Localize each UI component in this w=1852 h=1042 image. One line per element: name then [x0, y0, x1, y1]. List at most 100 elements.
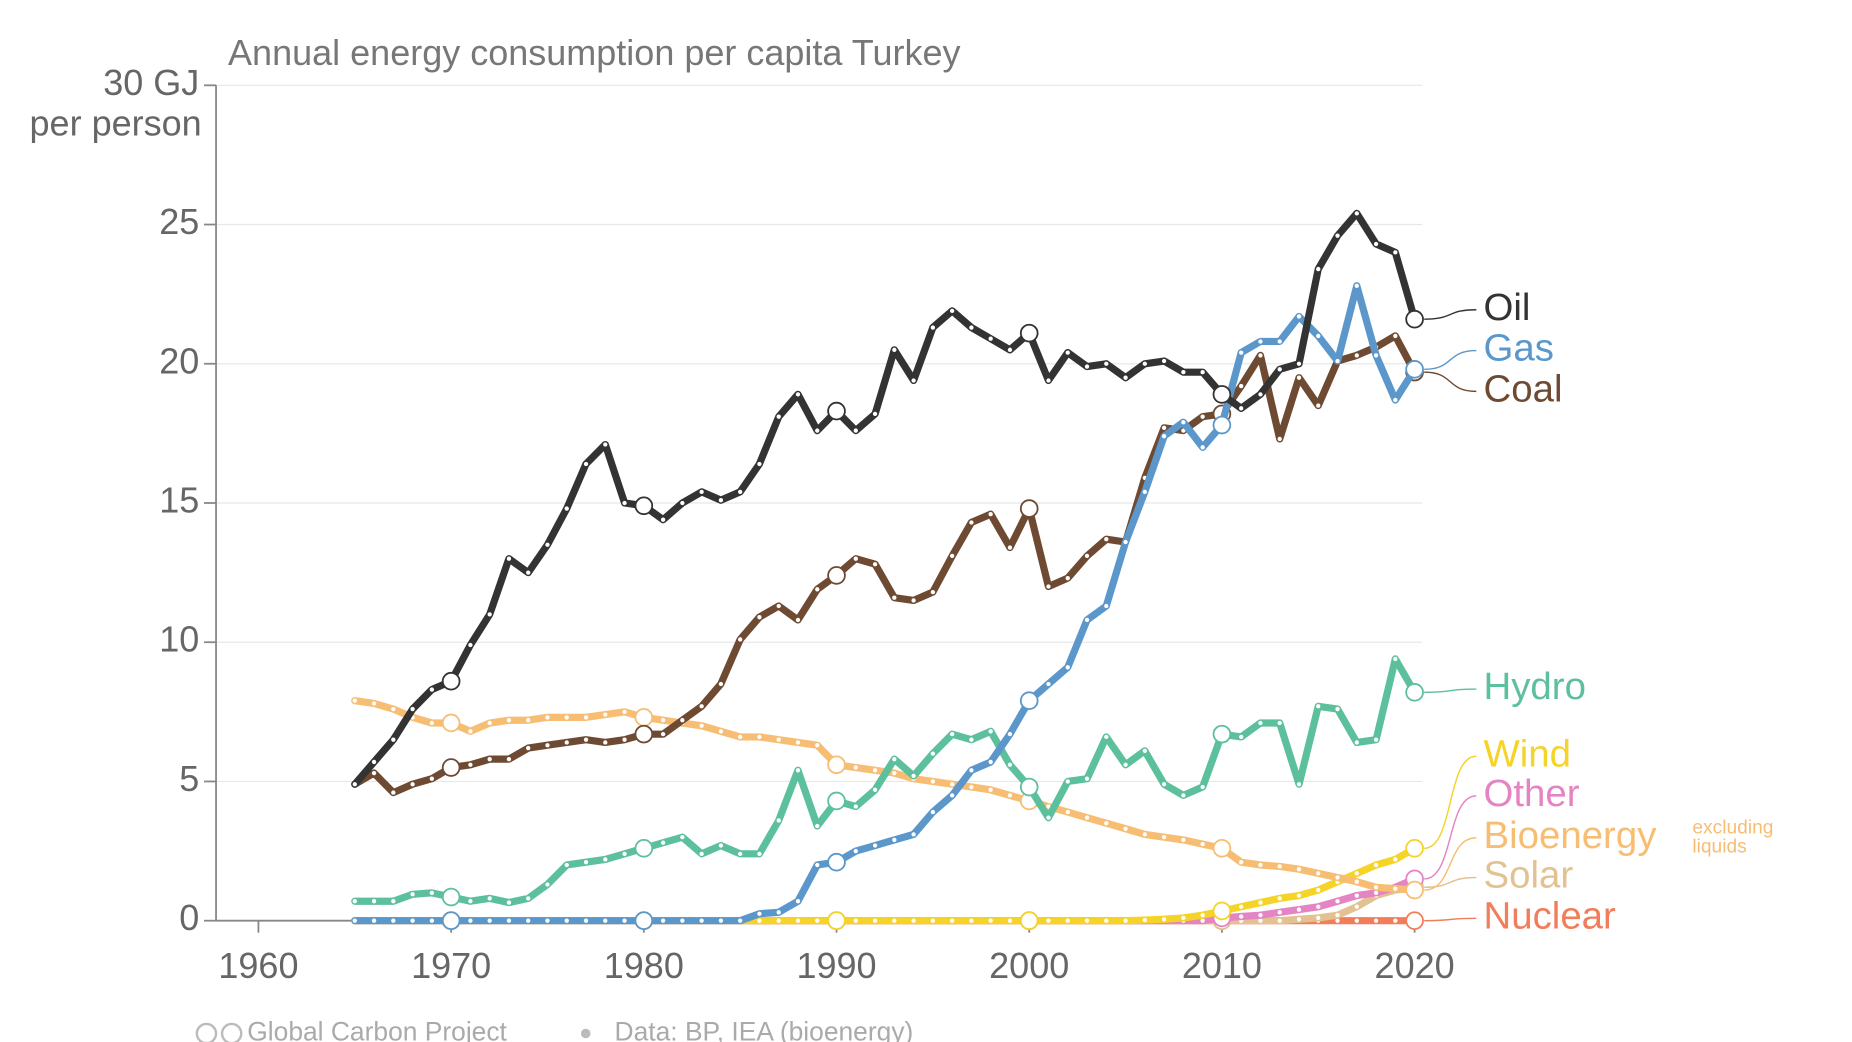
data-point — [1181, 420, 1186, 425]
data-point — [815, 743, 820, 748]
data-point — [930, 918, 936, 923]
data-point — [1335, 358, 1340, 364]
data-point — [680, 834, 685, 840]
data-point — [1277, 896, 1282, 901]
data-point — [1007, 545, 1013, 550]
data-point — [603, 712, 608, 717]
data-point — [699, 704, 704, 709]
data-point — [1277, 910, 1282, 915]
data-point — [487, 896, 492, 901]
data-point — [1277, 720, 1282, 726]
data-point — [930, 589, 936, 595]
series-label: Bioenergy — [1484, 814, 1658, 857]
data-point — [1104, 734, 1109, 740]
data-point — [1316, 333, 1321, 339]
data-point — [564, 740, 569, 745]
data-point — [1161, 358, 1167, 364]
data-point — [545, 743, 550, 748]
data-point — [1161, 782, 1167, 787]
data-point — [1181, 837, 1186, 843]
data-point — [872, 768, 878, 773]
data-point — [969, 768, 974, 773]
data-point — [1019, 777, 1039, 797]
data-point — [1316, 871, 1321, 876]
data-point — [410, 782, 415, 787]
series-line — [351, 844, 1419, 925]
data-point — [1212, 385, 1232, 404]
data-point — [1084, 553, 1090, 559]
data-point — [757, 911, 762, 916]
data-point — [1212, 901, 1232, 921]
x-tick-label: 1980 — [604, 945, 684, 986]
data-point — [371, 701, 377, 706]
data-point — [1181, 369, 1186, 375]
data-point — [622, 737, 627, 742]
data-point — [1200, 918, 1205, 923]
data-point — [892, 757, 897, 762]
data-point — [1084, 364, 1090, 369]
data-point — [1296, 917, 1302, 922]
data-point — [1046, 804, 1051, 809]
data-point — [634, 724, 654, 744]
data-point — [564, 715, 569, 720]
data-point — [1296, 361, 1302, 366]
series-line — [351, 209, 1419, 788]
data-point — [892, 918, 897, 923]
data-point — [853, 804, 858, 809]
data-point — [526, 745, 531, 751]
data-point — [1393, 857, 1398, 862]
data-point — [1373, 890, 1379, 896]
by-icon — [220, 1022, 243, 1042]
data-point — [526, 896, 531, 901]
data-point — [1123, 375, 1128, 380]
data-point — [1046, 584, 1051, 589]
data-point — [1258, 392, 1263, 397]
data-point — [930, 325, 936, 330]
data-point — [634, 708, 654, 727]
data-point — [911, 598, 916, 603]
data-point — [1335, 918, 1340, 923]
data-point — [1354, 211, 1359, 216]
data-point — [429, 890, 435, 896]
series-line — [351, 332, 1419, 797]
data-point — [1405, 309, 1424, 329]
data-point — [853, 765, 858, 770]
data-point — [564, 862, 569, 868]
y-tick-label: 15 — [159, 480, 199, 521]
data-point — [1181, 915, 1186, 921]
data-point — [1296, 782, 1302, 787]
data-point — [872, 562, 878, 567]
data-point — [776, 603, 781, 609]
data-point — [545, 918, 550, 923]
data-point — [1084, 776, 1090, 781]
data-point — [1373, 241, 1379, 247]
data-point — [1104, 918, 1109, 923]
data-point — [468, 729, 473, 734]
data-point — [795, 918, 801, 923]
data-point — [583, 715, 589, 720]
data-point — [1354, 353, 1359, 358]
series: Other — [351, 772, 1580, 930]
data-point — [1007, 731, 1013, 737]
data-point — [634, 496, 654, 516]
data-point — [1142, 748, 1147, 753]
data-point — [988, 729, 993, 734]
x-tick-label: 1990 — [796, 945, 876, 986]
data-point — [795, 768, 801, 773]
data-point — [1161, 434, 1167, 439]
data-point — [969, 918, 974, 923]
data-point — [1405, 880, 1424, 900]
label-connector — [1424, 349, 1477, 371]
series: Wind — [351, 732, 1571, 930]
data-point — [1212, 838, 1232, 858]
data-point — [1239, 860, 1244, 865]
data-point — [1354, 893, 1359, 898]
data-point — [1123, 826, 1128, 831]
data-point — [949, 793, 955, 798]
data-point — [468, 642, 473, 648]
data-point — [872, 843, 878, 848]
data-point — [583, 461, 589, 467]
data-point — [827, 755, 846, 775]
data-point — [1084, 815, 1090, 820]
x-tick-label: 2020 — [1375, 945, 1455, 986]
